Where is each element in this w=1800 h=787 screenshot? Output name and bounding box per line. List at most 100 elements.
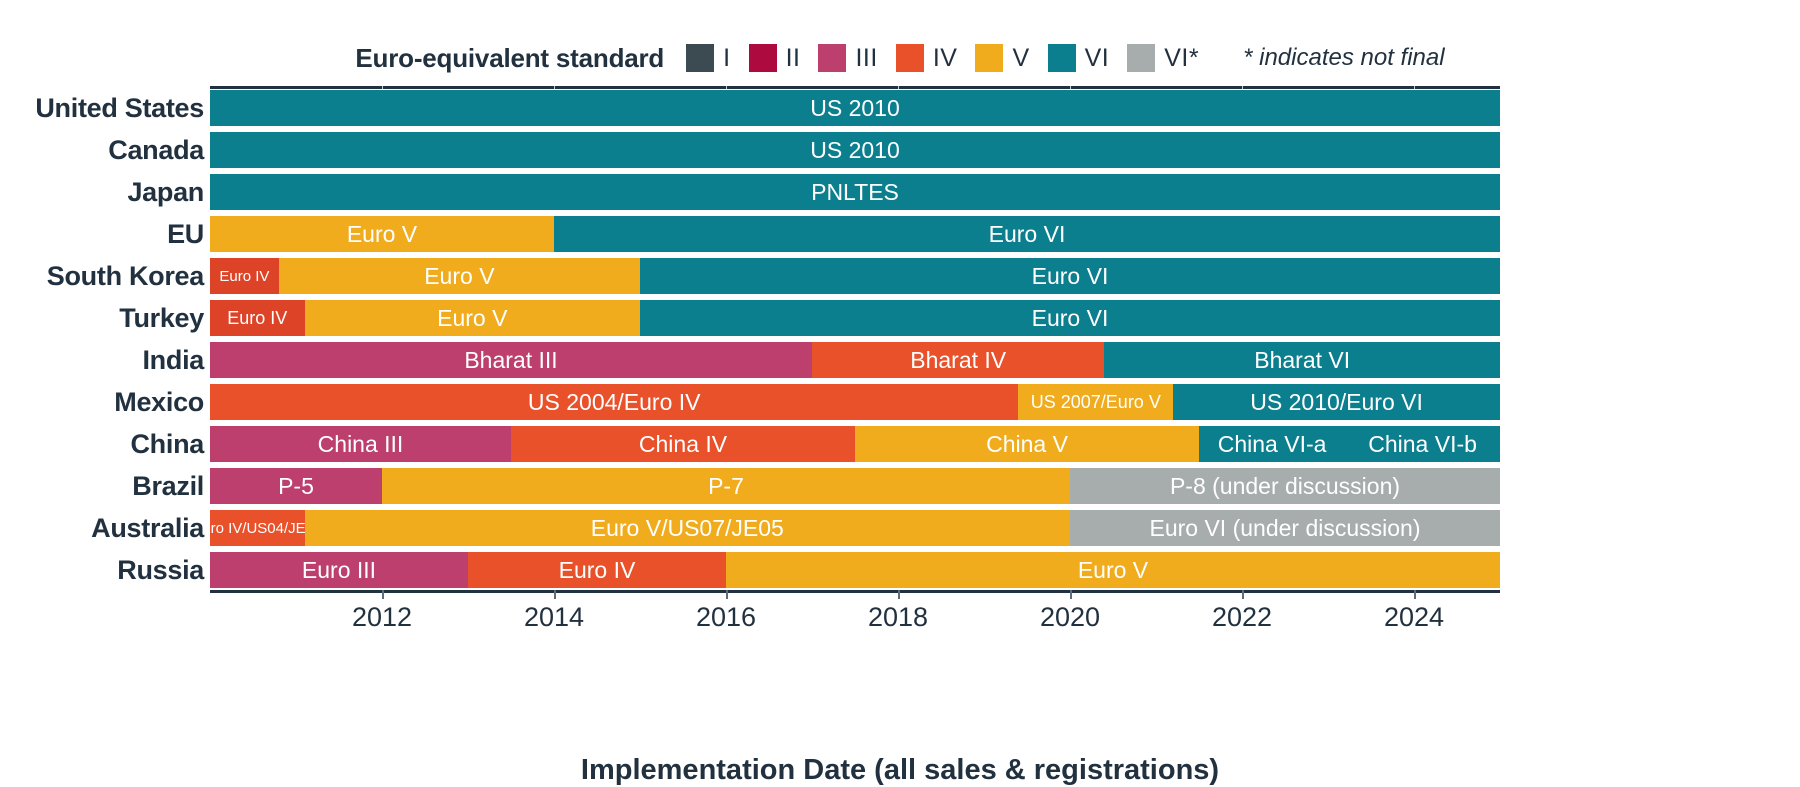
x-tick-label: 2014 <box>523 602 585 632</box>
row-bars: Euro V Euro VI <box>210 216 1500 252</box>
bar-segment[interactable]: Euro V <box>210 216 554 252</box>
chart-bottom-axis <box>210 590 1500 593</box>
bar-segment[interactable]: Bharat IV <box>812 342 1105 378</box>
bar-segment[interactable]: Bharat III <box>210 342 812 378</box>
timeline-chart: United States US 2010 Canada US 2010 Japan PN… <box>0 86 1800 786</box>
bar-segment[interactable]: Euro IV <box>210 300 305 336</box>
row-bars: US 2010 <box>210 90 1500 126</box>
legend-items: I II III IV V VI VI* <box>686 44 1217 73</box>
row-bars: P-5 P-7 P-8 (under discussion) <box>210 468 1500 504</box>
bar-segment[interactable]: Euro VI <box>640 258 1500 294</box>
legend-swatch-icon <box>748 44 777 72</box>
chart-row: Russia Euro III Euro IV Euro V <box>0 552 1800 588</box>
bar-segment[interactable]: Euro VI <box>640 300 1500 336</box>
row-label-turkey: Turkey <box>119 303 204 333</box>
row-bars: Bharat III Bharat IV Bharat VI <box>210 342 1500 378</box>
bar-segment[interactable]: China VI-b <box>1345 426 1500 462</box>
bar-segment[interactable]: US 2007/Euro V <box>1018 384 1174 420</box>
row-label-mexico: Mexico <box>114 387 204 417</box>
bar-segment[interactable]: US 2010 <box>210 132 1500 168</box>
legend-swatch-icon <box>975 44 1004 72</box>
legend-item-label: V <box>1012 43 1030 72</box>
x-tick-label: 2022 <box>1211 602 1273 632</box>
bar-segment[interactable]: Euro IV/US04/JE05 <box>210 510 305 546</box>
chart-row: Turkey Euro IV Euro V Euro VI <box>0 300 1800 336</box>
chart-row: China China III China IV China V China VI-a C… <box>0 426 1800 462</box>
legend-item-i[interactable]: I <box>686 44 730 73</box>
legend-swatch-icon <box>686 44 715 72</box>
legend-item-ii[interactable]: II <box>748 44 801 73</box>
bar-segment[interactable]: China V <box>855 426 1199 462</box>
row-bars: Euro IV Euro V Euro VI <box>210 300 1500 336</box>
bar-segment[interactable]: Euro VI (under discussion) <box>1070 510 1500 546</box>
row-bars: Euro IV Euro V Euro VI <box>210 258 1500 294</box>
bar-segment[interactable]: P-8 (under discussion) <box>1070 468 1500 504</box>
row-label-australia: Australia <box>91 513 204 543</box>
chart-row: Mexico US 2004/Euro IV US 2007/Euro V US 20… <box>0 384 1800 420</box>
row-label-south-korea: South Korea <box>46 261 205 291</box>
bar-segment[interactable]: Euro III <box>210 552 468 588</box>
legend-item-label: IV <box>932 43 958 72</box>
legend-swatch-icon <box>1127 44 1156 72</box>
row-label-canada: Canada <box>108 135 204 165</box>
x-tick-2014 <box>554 590 556 599</box>
bar-segment[interactable]: Euro VI <box>554 216 1500 252</box>
legend-item-vi[interactable]: VI <box>1047 43 1110 73</box>
row-label-china: China <box>130 429 204 459</box>
bar-segment[interactable]: US 2004/Euro IV <box>210 384 1019 420</box>
bar-segment[interactable]: Euro IV <box>210 258 279 294</box>
legend-item-iv[interactable]: IV <box>895 43 958 73</box>
x-tick-2024 <box>1414 590 1416 599</box>
legend-item-label: VI <box>1084 43 1110 72</box>
legend-title: Euro-equivalent standard <box>355 42 665 73</box>
x-tick-2018 <box>898 590 900 599</box>
legend-item-label: VI* <box>1164 43 1200 72</box>
x-tick-label: 2020 <box>1039 602 1101 632</box>
bar-segment[interactable]: P-5 <box>210 468 382 504</box>
bar-segment[interactable]: Euro V/US07/JE05 <box>304 510 1070 546</box>
legend-item-v[interactable]: V <box>975 44 1029 73</box>
row-label-eu: EU <box>167 219 204 249</box>
row-label-russia: Russia <box>117 555 204 585</box>
row-label-united-states: United States <box>35 93 204 123</box>
bar-segment[interactable]: PNLTES <box>210 174 1500 210</box>
row-bars: PNLTES <box>210 174 1500 210</box>
bar-segment[interactable]: Bharat VI <box>1104 342 1500 378</box>
x-axis-title: Implementation Date (all sales & registr… <box>580 754 1220 786</box>
chart-row: United States US 2010 <box>0 90 1800 126</box>
bar-segment[interactable]: US 2010 <box>210 90 1500 126</box>
chart-top-axis <box>210 86 1500 89</box>
row-bars: US 2010 <box>210 132 1500 168</box>
legend-swatch-icon <box>818 44 847 72</box>
row-label-brazil: Brazil <box>132 471 204 501</box>
legend-item-vistar[interactable]: VI* <box>1127 44 1199 73</box>
bar-segment[interactable]: US 2010/Euro VI <box>1173 384 1500 420</box>
row-bars: China III China IV China V China VI-a China … <box>210 426 1500 462</box>
bar-segment[interactable]: China III <box>210 426 511 462</box>
chart-row: EU Euro V Euro VI <box>0 216 1800 252</box>
bar-segment[interactable]: China VI-a <box>1199 426 1346 462</box>
row-bars: Euro III Euro IV Euro V <box>210 552 1500 588</box>
legend-item-iii[interactable]: III <box>818 44 877 73</box>
x-tick-2012 <box>382 590 384 599</box>
row-bars: US 2004/Euro IV US 2007/Euro V US 2010/Eur… <box>210 384 1500 420</box>
chart-row: Japan PNLTES <box>0 174 1800 210</box>
bar-segment[interactable]: Euro IV <box>468 552 726 588</box>
x-tick-label: 2018 <box>867 602 929 632</box>
row-label-india: India <box>142 345 204 375</box>
legend-footnote: * indicates not final <box>1243 44 1445 71</box>
chart-legend: Euro-equivalent standard I II III IV V VI VI* … <box>0 38 1800 78</box>
row-label-japan: Japan <box>127 177 204 207</box>
bar-segment[interactable]: Euro V <box>726 552 1500 588</box>
bar-segment[interactable]: Euro V <box>304 300 640 336</box>
legend-item-label: I <box>723 43 731 72</box>
bar-segment[interactable]: P-7 <box>382 468 1070 504</box>
chart-row: India Bharat III Bharat IV Bharat VI <box>0 342 1800 378</box>
chart-row: South Korea Euro IV Euro V Euro VI <box>0 258 1800 294</box>
bar-segment[interactable]: Euro V <box>278 258 640 294</box>
legend-item-label: III <box>855 43 878 72</box>
bar-segment[interactable]: China IV <box>511 426 855 462</box>
